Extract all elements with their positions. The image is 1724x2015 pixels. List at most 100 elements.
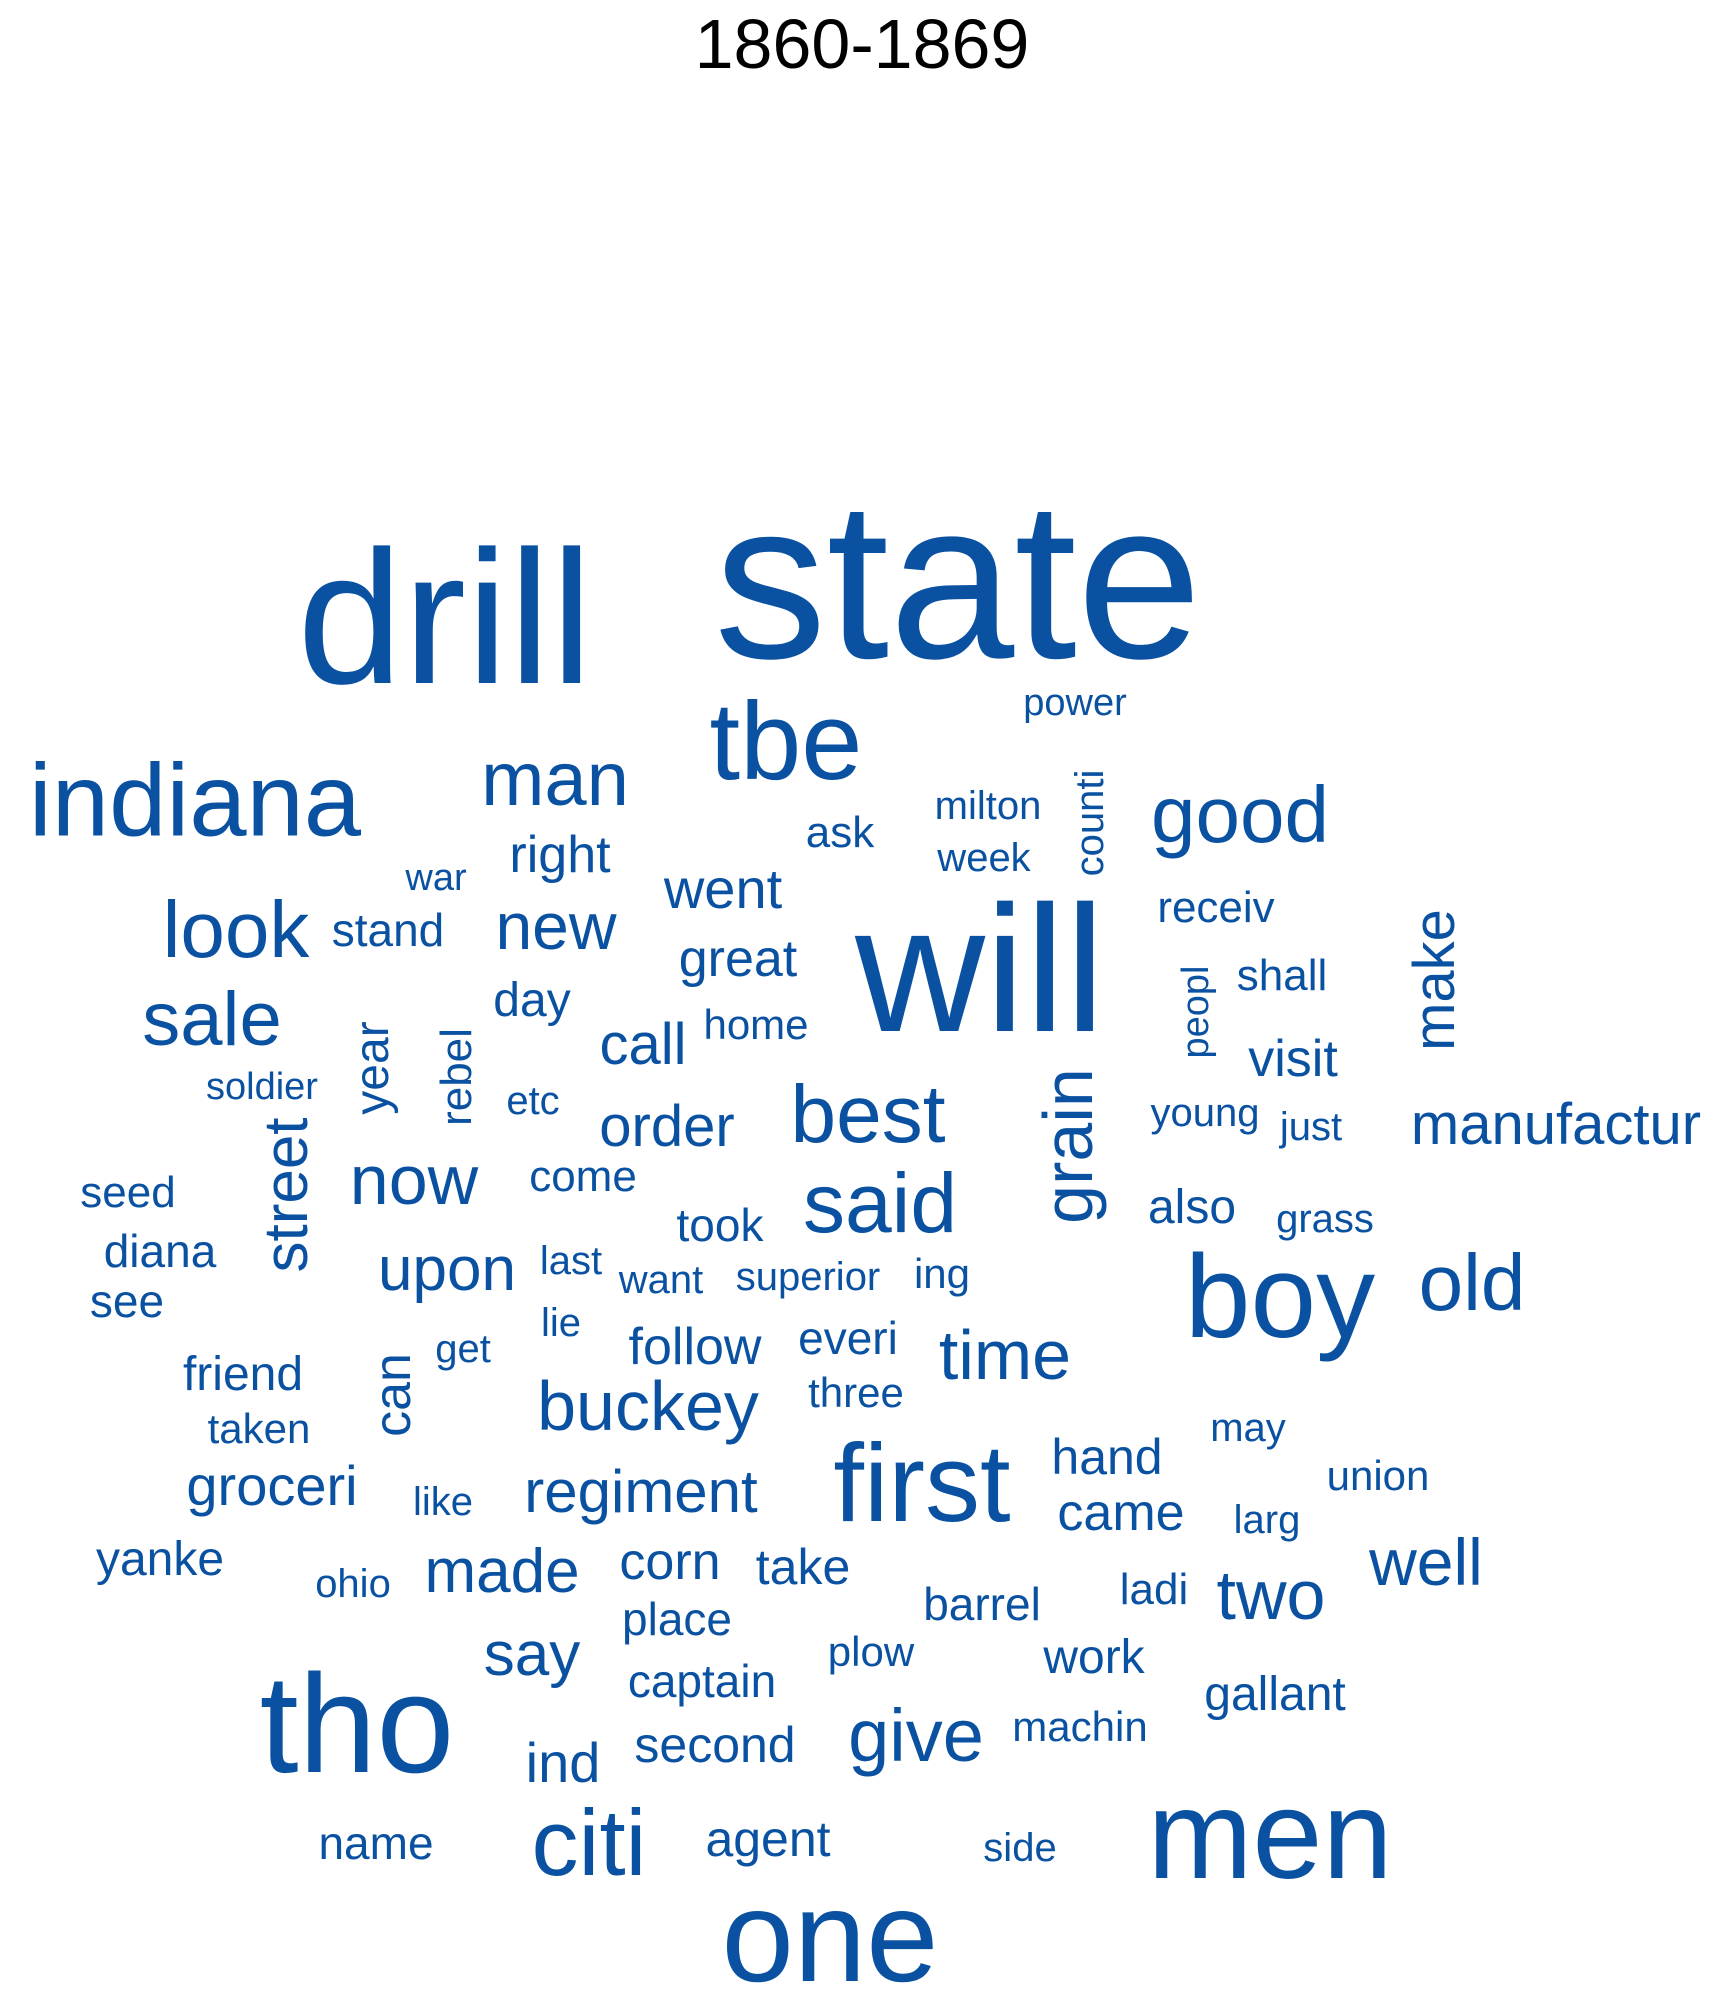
cloud-word: man: [481, 737, 629, 822]
cloud-word: take: [755, 1539, 851, 1595]
cloud-word: plow: [827, 1628, 915, 1675]
cloud-word: right: [509, 826, 611, 884]
cloud-word: well: [1369, 1525, 1483, 1599]
cloud-word: first: [833, 1422, 1011, 1545]
cloud-word: made: [424, 1537, 580, 1606]
cloud-word: ind: [525, 1731, 601, 1794]
cloud-word: like: [412, 1480, 474, 1524]
cloud-word: new: [495, 889, 617, 963]
cloud-word: machin: [1012, 1703, 1148, 1750]
cloud-word: hand: [1051, 1429, 1163, 1485]
cloud-word: took: [676, 1199, 764, 1251]
cloud-word: groceri: [186, 1454, 358, 1517]
cloud-word: place: [622, 1593, 732, 1645]
cloud-word: barrel: [923, 1578, 1041, 1630]
cloud-word: say: [483, 1620, 581, 1689]
cloud-word: ing: [913, 1250, 971, 1297]
cloud-word: regiment: [524, 1458, 758, 1525]
cloud-word: make: [1402, 909, 1467, 1051]
cloud-word: street: [252, 1117, 321, 1273]
cloud-word: taken: [207, 1405, 311, 1452]
cloud-word: went: [663, 857, 783, 920]
cloud-word: can: [364, 1353, 422, 1437]
cloud-word: gallant: [1204, 1668, 1346, 1721]
cloud-word: look: [162, 885, 310, 974]
cloud-word: visit: [1248, 1030, 1338, 1088]
cloud-word: follow: [628, 1318, 762, 1376]
cloud-word: boy: [1184, 1231, 1376, 1363]
cloud-word: upon: [378, 1235, 516, 1304]
cloud-word: home: [703, 1001, 809, 1048]
cloud-word: larg: [1233, 1498, 1301, 1542]
cloud-word: year: [346, 1021, 399, 1115]
cloud-word: etc: [506, 1079, 560, 1123]
cloud-word: men: [1147, 1764, 1393, 1905]
cloud-word: sale: [142, 977, 282, 1062]
cloud-word: want: [618, 1258, 704, 1302]
cloud-word: milton: [934, 784, 1042, 828]
cloud-word: ask: [805, 808, 875, 857]
cloud-word: union: [1326, 1452, 1430, 1499]
cloud-word: just: [1279, 1105, 1343, 1149]
cloud-word: manufactur: [1410, 1092, 1702, 1157]
cloud-word: shall: [1236, 951, 1328, 1000]
cloud-word: day: [493, 974, 571, 1027]
cloud-word: agent: [705, 1811, 831, 1867]
cloud-word: indiana: [28, 742, 362, 858]
cloud-word: name: [318, 1817, 434, 1869]
cloud-word: three: [808, 1369, 904, 1416]
cloud-word: citi: [531, 1790, 647, 1895]
cloud-word: peopl: [1175, 965, 1217, 1059]
cloud-word: two: [1216, 1556, 1326, 1634]
cloud-word: everi: [798, 1312, 898, 1364]
cloud-word: corn: [619, 1533, 721, 1591]
cloud-word: counti: [1068, 769, 1112, 877]
cloud-word: young: [1150, 1091, 1260, 1135]
cloud-word: state: [714, 453, 1202, 706]
cloud-word: also: [1147, 1181, 1237, 1234]
cloud-word: diana: [103, 1225, 217, 1277]
cloud-title: 1860-1869: [694, 5, 1030, 83]
cloud-word: time: [938, 1316, 1072, 1394]
cloud-word: one: [721, 1863, 939, 2009]
cloud-word: tho: [259, 1645, 455, 1802]
cloud-word: now: [349, 1141, 479, 1219]
cloud-word: ladi: [1119, 1565, 1189, 1614]
cloud-word: tbe: [709, 680, 863, 803]
cloud-word: stand: [331, 904, 445, 956]
cloud-word: may: [1210, 1406, 1286, 1450]
cloud-word: great: [678, 930, 798, 988]
cloud-word: superior: [735, 1255, 881, 1299]
cloud-word: power: [1023, 682, 1127, 724]
cloud-word: come: [529, 1152, 637, 1201]
cloud-word: seed: [80, 1168, 176, 1217]
cloud-word: grain: [1029, 1068, 1107, 1224]
cloud-word: friend: [182, 1348, 304, 1401]
cloud-word: rebel: [432, 1028, 481, 1126]
cloud-word: yanke: [95, 1533, 225, 1586]
cloud-word: second: [634, 1717, 796, 1773]
cloud-word: side: [983, 1826, 1057, 1870]
cloud-word: war: [405, 857, 467, 899]
cloud-word: lie: [540, 1301, 582, 1345]
cloud-word: give: [848, 1694, 984, 1777]
cloud-word: call: [599, 1012, 687, 1077]
cloud-word: work: [1043, 1631, 1145, 1684]
cloud-word: buckey: [537, 1367, 759, 1445]
cloud-word: drill: [297, 512, 593, 724]
cloud-word: grass: [1276, 1197, 1374, 1241]
cloud-word: good: [1151, 770, 1329, 859]
cloud-word: came: [1057, 1484, 1185, 1542]
cloud-word: get: [435, 1327, 491, 1371]
cloud-word: last: [539, 1239, 603, 1283]
cloud-word: will: [855, 869, 1105, 1070]
cloud-word: best: [790, 1069, 946, 1160]
cloud-word: old: [1418, 1238, 1526, 1327]
cloud-word: said: [802, 1156, 958, 1250]
cloud-word: order: [599, 1094, 735, 1159]
cloud-word: see: [89, 1275, 165, 1327]
cloud-word: soldier: [206, 1066, 318, 1108]
cloud-word: ohio: [315, 1562, 391, 1606]
cloud-word: receiv: [1157, 883, 1275, 932]
